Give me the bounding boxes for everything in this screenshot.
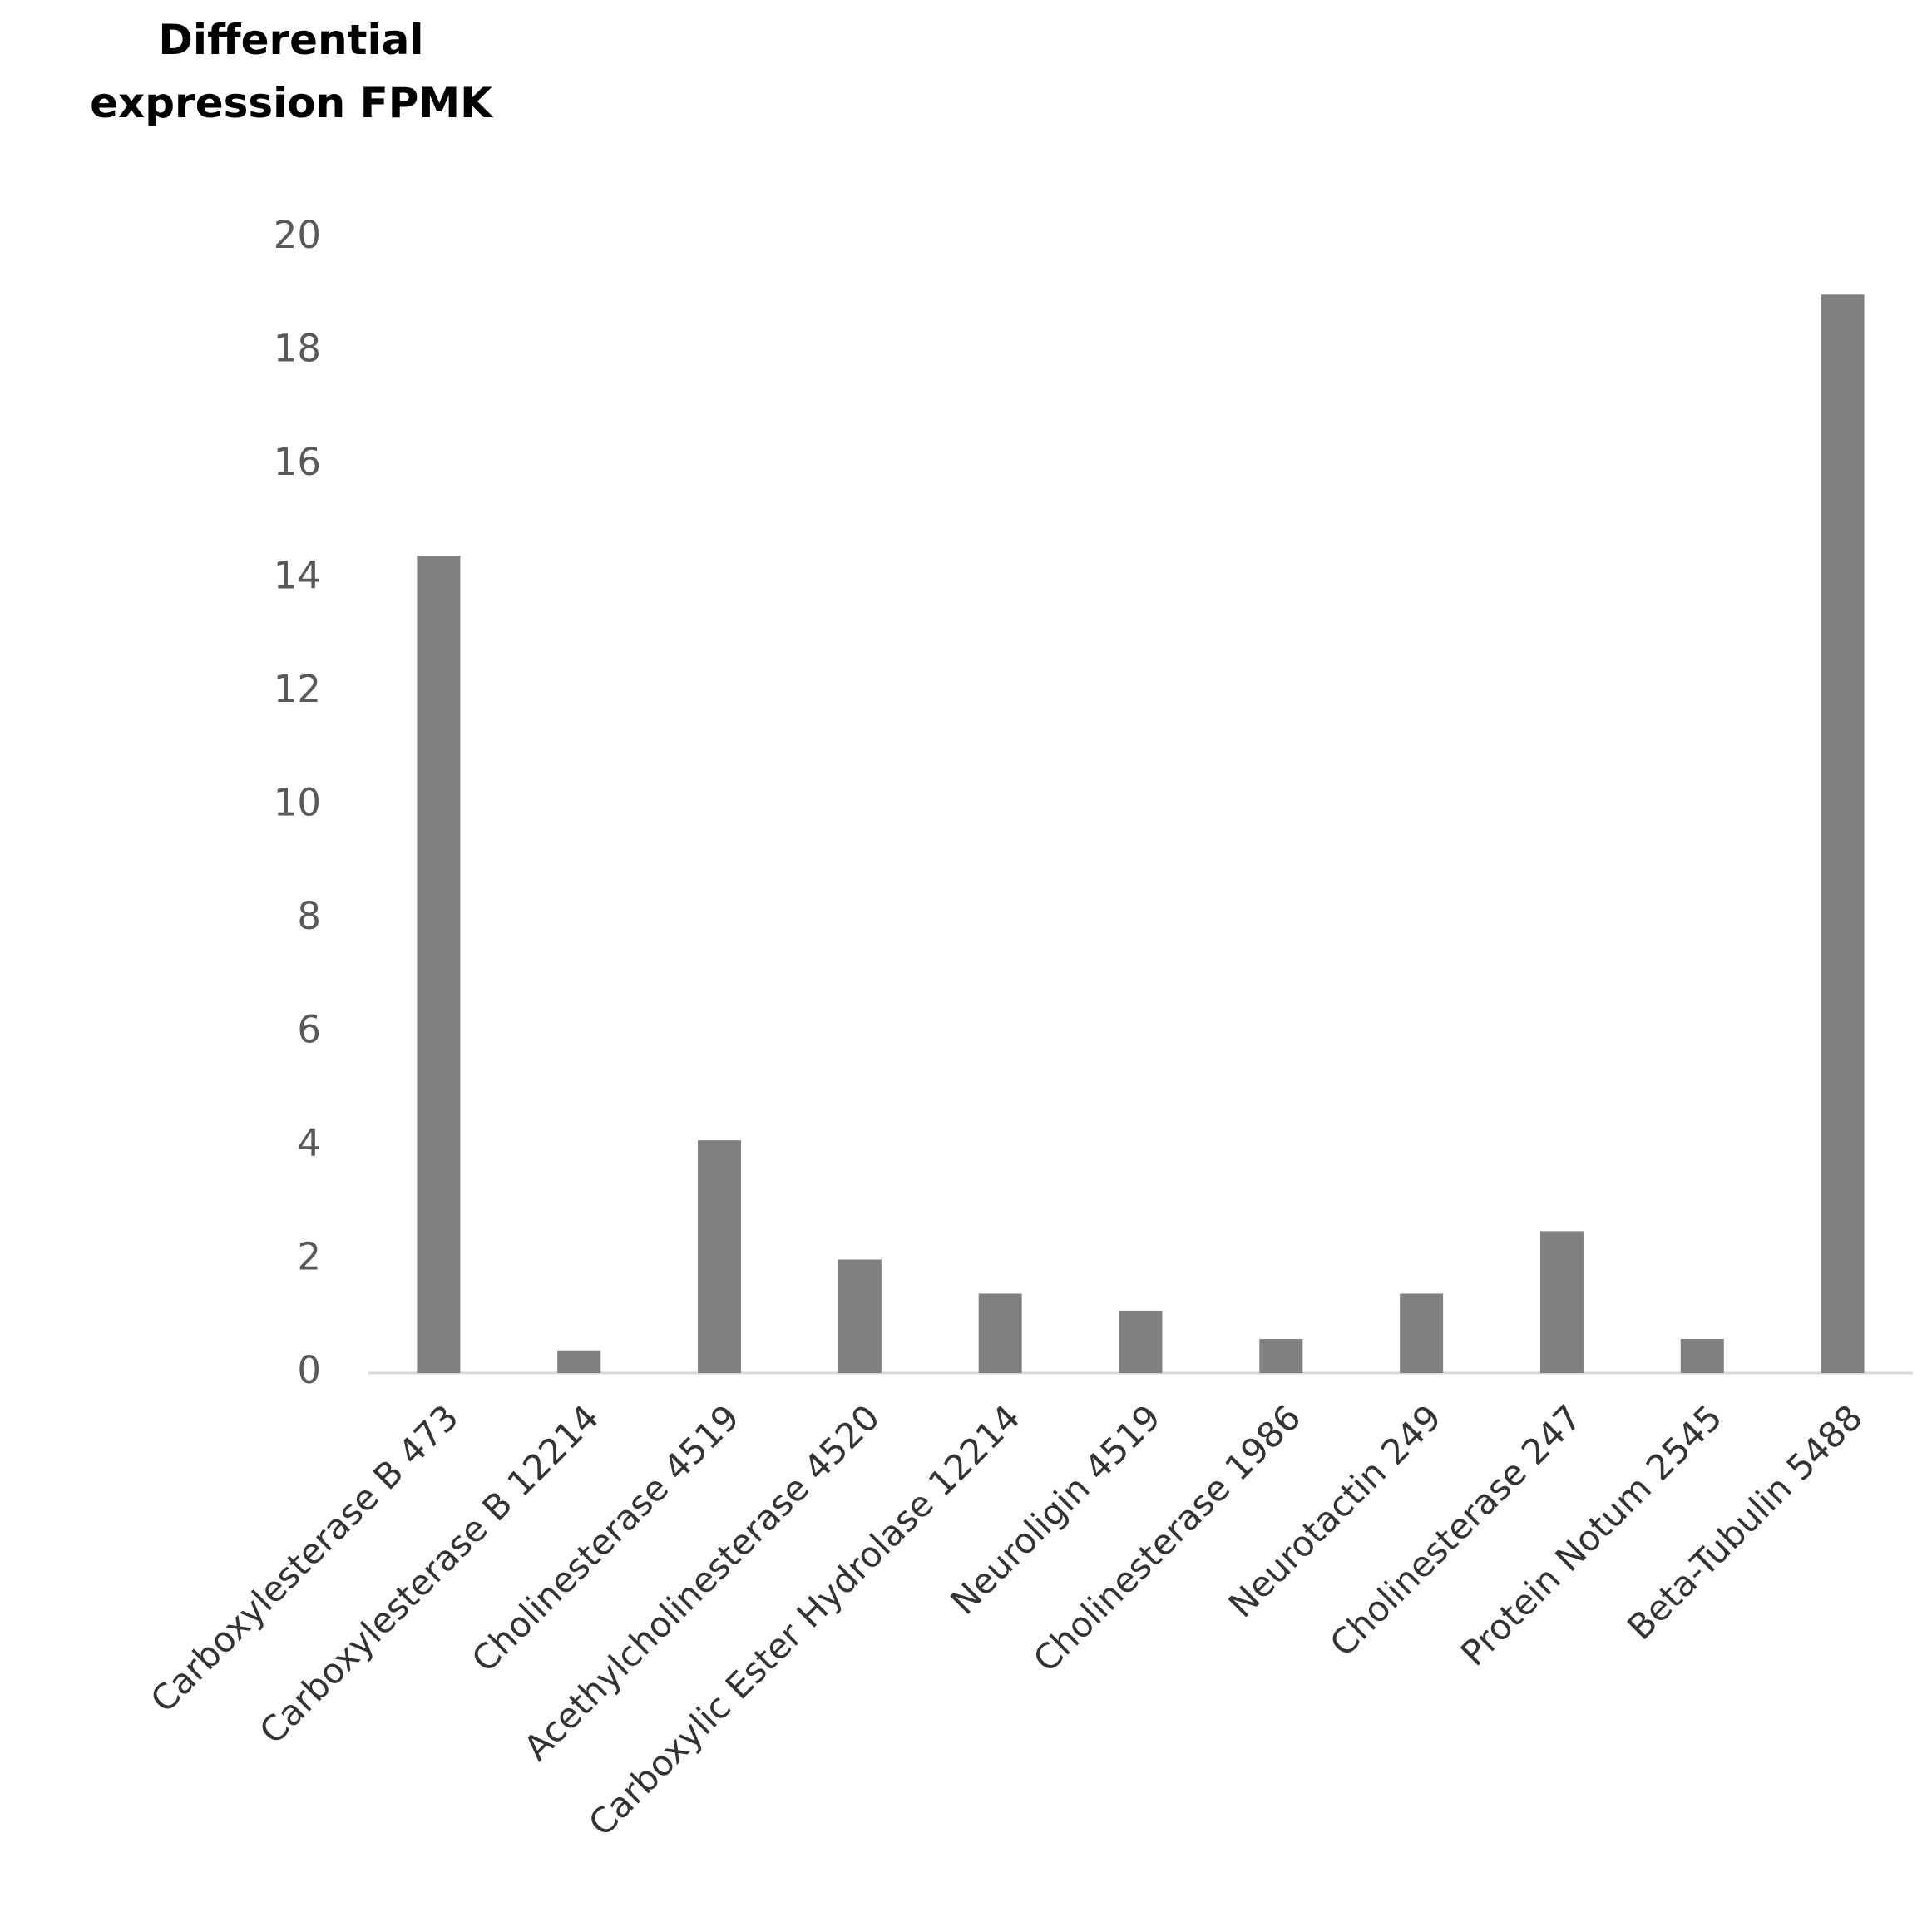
y-tick-label: 16 — [274, 440, 321, 484]
bar — [557, 1350, 601, 1373]
bar — [1259, 1339, 1303, 1373]
bar — [1400, 1293, 1444, 1373]
y-tick-label: 10 — [274, 781, 321, 825]
y-tick-label: 2 — [297, 1235, 321, 1279]
y-tick-label: 6 — [297, 1008, 321, 1052]
y-tick-label: 14 — [274, 554, 321, 598]
x-tick-label: Cholinesterase 247 — [1322, 1397, 1590, 1665]
bar — [1821, 294, 1865, 1373]
bar — [1119, 1310, 1163, 1373]
x-tick-label: Cholinesterase 1986 — [1025, 1397, 1309, 1681]
y-tick-label: 0 — [297, 1348, 321, 1392]
bar — [978, 1293, 1022, 1373]
bar — [838, 1259, 882, 1373]
x-tick-label: Beta-Tubulin 5488 — [1619, 1397, 1870, 1648]
y-tick-label: 8 — [297, 894, 321, 938]
bar — [1539, 1231, 1584, 1373]
y-tick-label: 20 — [274, 213, 321, 257]
bar — [698, 1140, 742, 1373]
x-tick-label: Cholinesterase 4519 — [464, 1397, 748, 1681]
y-tick-label: 18 — [274, 327, 321, 371]
chart-title: Differential expression FPMK — [90, 16, 492, 127]
y-tick-label: 4 — [297, 1121, 321, 1165]
y-tick-label: 12 — [274, 667, 321, 711]
x-tick-label: Protein Notum 2545 — [1453, 1397, 1730, 1674]
bar — [417, 556, 461, 1373]
bar — [1680, 1339, 1724, 1373]
